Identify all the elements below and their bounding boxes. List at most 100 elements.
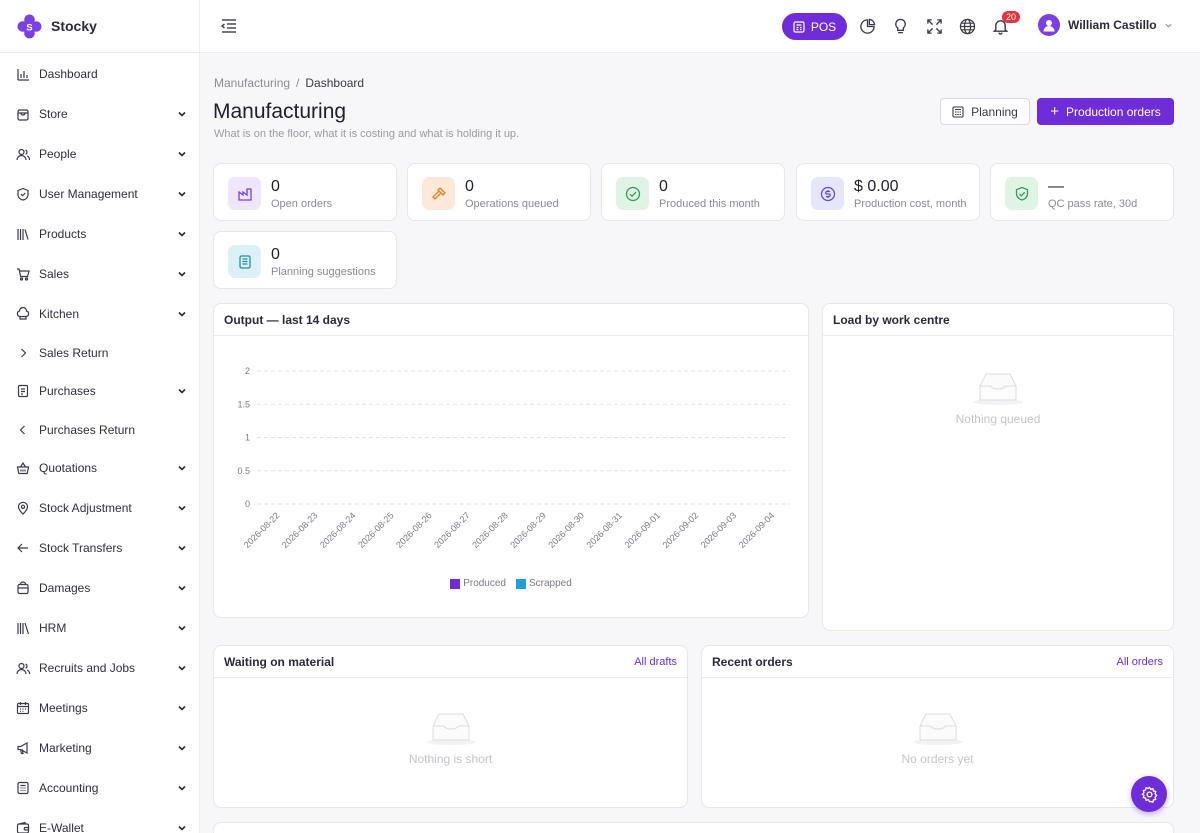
legend-item[interactable]: Scrapped [516, 578, 572, 589]
breadcrumb-parent[interactable]: Manufacturing [214, 76, 291, 90]
pos-label: POS [810, 19, 837, 34]
legend-swatch [516, 578, 526, 589]
sidebar-item-label: Purchases [39, 384, 96, 398]
chevron-down-icon [178, 545, 186, 551]
sidebar-item-purchases-return[interactable]: Purchases Return [0, 411, 199, 448]
sidebar-item-store[interactable]: Store [0, 94, 199, 134]
sidebar-item-purchases[interactable]: Purchases [0, 371, 199, 411]
legend-swatch [450, 578, 461, 589]
load-empty-text: Nothing queued [955, 412, 1041, 426]
output-card-header: Output — last 14 days [214, 304, 808, 336]
stat-card: 0 Planning suggestions [213, 231, 397, 289]
recent-empty-text: No orders yet [901, 752, 974, 766]
next-card [213, 822, 1174, 833]
sidebar-item-kitchen[interactable]: Kitchen [0, 294, 199, 334]
brand[interactable]: S Stocky [0, 0, 199, 53]
calculator-icon [17, 781, 29, 795]
production-orders-button[interactable]: + Production orders [1037, 98, 1174, 125]
waiting-card-title: Waiting on material [224, 654, 335, 669]
sidebar-item-people[interactable]: People [0, 134, 199, 174]
pos-button[interactable]: POS [782, 13, 847, 40]
sidebar-item-label: Stock Transfers [39, 541, 123, 555]
sidebar-item-sales[interactable]: Sales [0, 254, 199, 294]
sidebar-item-sales-return[interactable]: Sales Return [0, 334, 199, 371]
sidebar-item-label: Sales Return [39, 345, 109, 360]
waiting-empty-state: Nothing is short [214, 710, 687, 766]
user-menu[interactable]: William Castillo [1038, 14, 1173, 36]
empty-inbox-icon [912, 713, 963, 745]
sidebar-item-products[interactable]: Products [0, 214, 199, 254]
sidebar: S Stocky Dashboard Store People User Manage… [0, 0, 200, 833]
library-icon [17, 622, 30, 635]
sidebar-item-user-management[interactable]: User Management [0, 174, 199, 214]
users-icon [16, 148, 30, 161]
sidebar-item-accounting[interactable]: Accounting [0, 768, 199, 808]
bell-icon[interactable] [992, 18, 1009, 35]
plus-icon: + [1050, 103, 1060, 120]
chevron-down-icon [178, 311, 186, 317]
chart-legend: Produced Scrapped [214, 578, 808, 589]
arrow-left-icon [17, 543, 28, 553]
all-orders-link[interactable]: All orders [1116, 655, 1163, 668]
recent-card-title: Recent orders [712, 654, 793, 669]
sidebar-item-quotations[interactable]: Quotations [0, 448, 199, 488]
sidebar-item-marketing[interactable]: Marketing [0, 728, 199, 768]
sidebar-item-stock-transfers[interactable]: Stock Transfers [0, 528, 199, 568]
chevron-left-icon [19, 425, 25, 434]
globe-icon[interactable] [959, 18, 976, 35]
chevron-down-icon [178, 111, 186, 117]
check-circle-icon [625, 186, 640, 201]
pie-chart-icon[interactable] [859, 18, 876, 35]
stat-label: Open orders [271, 198, 333, 210]
page-subtitle: What is on the floor, what it is costing… [214, 128, 520, 140]
x-tick-label: 2026-09-03 [699, 510, 739, 550]
sidebar-item-recruits-and-jobs[interactable]: Recruits and Jobs [0, 648, 199, 688]
sidebar-item-e-wallet[interactable]: E-Wallet [0, 808, 199, 833]
stat-card: $ 0.00 Production cost, month [796, 163, 980, 221]
x-tick-label: 2026-08-23 [280, 510, 320, 550]
user-plus-icon [16, 662, 30, 675]
waiting-card-header: Waiting on material All drafts [214, 646, 687, 678]
load-card-header: Load by work centre [823, 304, 1173, 336]
y-tick-label: 1.5 [237, 399, 250, 409]
stat-card: 0 Produced this month [601, 163, 785, 221]
stat-label: Operations queued [465, 198, 559, 210]
planning-button[interactable]: Planning [940, 98, 1030, 125]
sidebar-item-label: Sales [39, 267, 70, 281]
production-orders-label: Production orders [1066, 104, 1161, 119]
sidebar-item-damages[interactable]: Damages [0, 568, 199, 608]
sidebar-item-hrm[interactable]: HRM [0, 608, 199, 648]
sidebar-item-label: Meetings [39, 701, 88, 715]
load-card-title: Load by work centre [833, 312, 950, 327]
output-card-title: Output — last 14 days [224, 312, 351, 327]
sidebar-item-meetings[interactable]: Meetings [0, 688, 199, 728]
settings-fab[interactable] [1131, 776, 1167, 812]
shield-icon [17, 187, 29, 201]
load-empty-state: Nothing queued [823, 370, 1173, 426]
chevron-down-icon [178, 745, 186, 751]
legend-item[interactable]: Produced [450, 578, 506, 589]
basket-icon [16, 461, 30, 475]
breadcrumb-separator: / [296, 76, 300, 90]
notification-badge: 20 [1002, 11, 1021, 23]
calendar-icon [16, 702, 30, 715]
x-tick-label: 2026-08-29 [508, 510, 548, 550]
all-drafts-link[interactable]: All drafts [634, 655, 677, 668]
chevron-down-icon [178, 705, 186, 711]
lightbulb-icon[interactable] [892, 18, 909, 35]
chef-hat-icon [16, 307, 30, 320]
sidebar-item-dashboard[interactable]: Dashboard [0, 54, 199, 94]
pos-icon [793, 20, 805, 33]
sidebar-item-stock-adjustment[interactable]: Stock Adjustment [0, 488, 199, 528]
bar-chart-icon [17, 69, 29, 81]
waiting-empty-text: Nothing is short [408, 752, 493, 766]
y-tick-label: 0 [245, 499, 250, 509]
breadcrumb-current: Dashboard [305, 76, 365, 90]
menu-toggle-icon[interactable] [220, 17, 238, 35]
sidebar-item-label: Recruits and Jobs [39, 661, 136, 675]
fullscreen-icon[interactable] [926, 18, 943, 35]
topbar: POS 20 William Castillo [200, 0, 1200, 53]
chevron-down-icon [1164, 23, 1172, 28]
stat-icon-box [1005, 177, 1038, 210]
x-tick-label: 2026-09-02 [661, 510, 701, 550]
